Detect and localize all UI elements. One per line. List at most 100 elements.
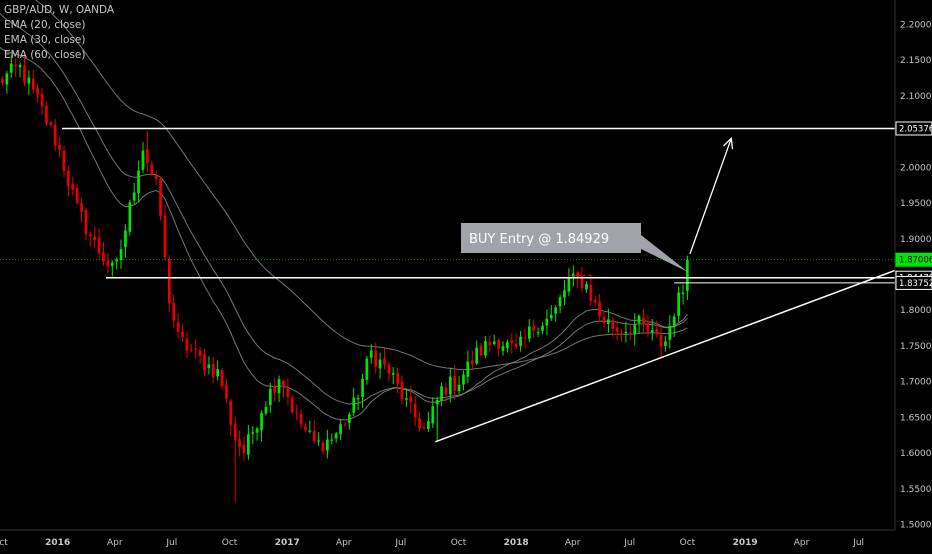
price-badge-label: 1.83752	[899, 279, 932, 289]
candle-body	[264, 407, 268, 414]
candle-body	[659, 334, 663, 347]
candle-body	[470, 360, 474, 365]
candle-body	[444, 387, 448, 395]
candle-body	[168, 259, 171, 303]
candle-body	[440, 386, 443, 401]
candle-body	[339, 424, 342, 435]
price-tick-label: 1.75000	[900, 342, 932, 352]
candle-body	[304, 426, 307, 430]
candle-body	[567, 278, 571, 292]
candle-body	[255, 428, 259, 433]
candle-body	[400, 381, 404, 400]
candle-body	[607, 319, 610, 324]
time-axis[interactable]: Oct 2016 Apr Jul Oct 2017 Apr Jul Oct 2018 Apr Jul O…	[0, 538, 864, 548]
ema-60-line	[34, 0, 688, 371]
candle-body	[290, 398, 294, 413]
candle-body	[677, 292, 680, 316]
candle-body	[119, 249, 123, 261]
candle-body	[9, 63, 13, 73]
ascending-trendline[interactable]	[435, 269, 896, 443]
candle-body	[611, 320, 615, 329]
candle-body	[488, 341, 492, 346]
candle-body	[93, 237, 96, 240]
candle-body	[646, 323, 650, 332]
price-axis[interactable]: 2.20000 2.15000 2.10000 2.00000 1.95000 1.900…	[900, 21, 932, 531]
candle-body	[576, 272, 579, 278]
candle-body	[668, 325, 672, 340]
time-tick-label: Oct	[451, 538, 467, 548]
candle-body	[418, 418, 421, 429]
ema-60-label[interactable]: EMA (60, close)	[4, 49, 86, 61]
price-tick-label: 1.80000	[900, 306, 932, 316]
candle-body	[295, 411, 298, 413]
candle-body	[141, 150, 145, 170]
candle-body	[5, 73, 9, 85]
candle-body	[189, 349, 193, 351]
candle-body	[593, 299, 597, 303]
candle-body	[427, 421, 430, 429]
candle-body	[585, 284, 588, 290]
price-badge-label: 1.87006	[899, 256, 932, 266]
candle-body	[413, 403, 417, 418]
candle-body	[102, 252, 105, 262]
candle-body	[308, 430, 312, 432]
candle-body	[615, 327, 619, 332]
candle-body	[506, 342, 509, 348]
ema-20-label[interactable]: EMA (20, close)	[4, 19, 86, 31]
time-tick-label: Jul	[165, 538, 177, 548]
candle-body	[484, 341, 487, 356]
current-price-badge	[895, 252, 932, 267]
candle-body	[330, 439, 334, 441]
candle-body	[369, 350, 373, 358]
candle-body	[154, 175, 158, 179]
candle-body	[203, 354, 206, 371]
buy-callout: BUY Entry @ 1.84929	[461, 223, 688, 272]
target-arrow-shaft[interactable]	[689, 138, 732, 255]
candle-body	[194, 348, 197, 350]
candle-body	[479, 345, 483, 356]
candle-body	[277, 379, 281, 394]
candle-body	[115, 259, 118, 262]
candle-body	[541, 325, 544, 331]
candle-body	[326, 439, 329, 451]
candle-body	[53, 124, 57, 146]
price-tick-label: 2.20000	[900, 21, 932, 31]
candle-body	[549, 314, 553, 319]
ema-30-label[interactable]: EMA (30, close)	[4, 34, 86, 46]
candle-body	[681, 292, 685, 295]
time-tick-label: Oct	[680, 538, 696, 548]
candle-body	[629, 333, 632, 335]
candle-body	[514, 343, 518, 348]
candle-body	[75, 188, 79, 203]
time-tick-label: Jul	[394, 538, 406, 548]
candle-body	[409, 396, 413, 403]
candle-body	[40, 94, 44, 107]
candle-body	[510, 340, 514, 344]
level-price-badge	[895, 275, 932, 290]
candle-body	[598, 301, 601, 317]
time-tick-label: 2017	[275, 538, 300, 548]
candle-body	[89, 234, 92, 237]
candle-body	[110, 262, 114, 266]
candle-body	[475, 347, 478, 364]
candle-body	[317, 440, 320, 442]
time-tick-label: 2019	[733, 538, 758, 548]
candle-body	[273, 386, 276, 393]
price-tick-label: 2.00000	[900, 163, 932, 173]
candle-body	[655, 329, 658, 335]
callout-text: BUY Entry @ 1.84929	[469, 232, 609, 247]
candle-body	[637, 315, 641, 323]
time-tick-label: 2016	[45, 538, 70, 548]
candle-body	[519, 336, 522, 346]
time-tick-label: Apr	[565, 538, 581, 548]
time-tick-label: Oct	[0, 538, 8, 548]
candle-body	[216, 369, 219, 377]
candle-body	[1, 78, 4, 83]
candle-body	[321, 442, 325, 452]
ema-20-line	[0, 46, 688, 421]
symbol-label[interactable]: GBP/AUD, W, OANDA	[4, 4, 115, 16]
candle-body	[23, 65, 26, 83]
